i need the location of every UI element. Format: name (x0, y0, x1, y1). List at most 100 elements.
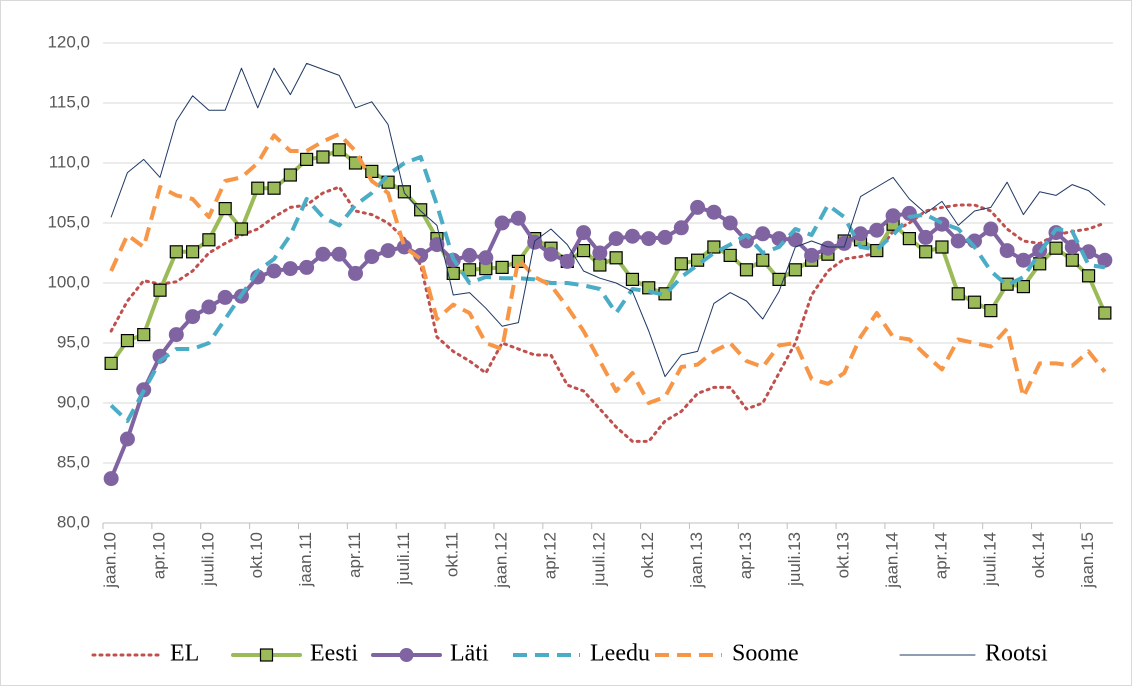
point-marker (755, 226, 771, 242)
x-tick-label: juuli.12 (589, 532, 608, 587)
point-marker (722, 215, 738, 231)
point-marker (624, 228, 640, 244)
point-marker (950, 233, 966, 249)
y-tick-label: 95,0 (57, 332, 90, 351)
series-line (110, 62, 1106, 378)
point-marker (935, 240, 949, 254)
point-marker (365, 164, 379, 178)
point-marker (283, 168, 297, 182)
point-marker (739, 263, 754, 277)
legend-marker (259, 648, 274, 662)
x-tick-label: jaan.13 (687, 532, 706, 589)
point-marker (559, 253, 575, 269)
point-marker (576, 244, 591, 258)
point-marker (120, 334, 135, 348)
point-marker (267, 181, 281, 195)
point-marker (185, 245, 200, 259)
point-marker (707, 240, 721, 254)
point-marker (984, 304, 998, 318)
point-marker (495, 260, 509, 274)
point-marker (869, 222, 885, 238)
series-line (109, 155, 1106, 423)
point-marker (396, 239, 412, 255)
x-tick-label: apr.13 (736, 532, 755, 579)
point-marker (918, 229, 934, 245)
point-marker (218, 202, 232, 216)
x-tick-label: okt.13 (834, 532, 853, 578)
y-tick-label: 100,0 (47, 272, 90, 291)
legend-label: EL (170, 641, 199, 667)
x-tick-label: apr.11 (345, 532, 364, 578)
point-marker (706, 204, 722, 220)
x-tick-label: okt.10 (247, 532, 266, 578)
x-tick-label: jaan.14 (883, 532, 902, 589)
point-marker (1065, 253, 1079, 267)
point-marker (462, 247, 478, 263)
x-tick-label: okt.14 (1029, 532, 1048, 578)
x-tick-label: juuli.13 (785, 532, 804, 587)
point-marker (364, 249, 380, 265)
x-tick-label: apr.14 (931, 532, 950, 579)
point-marker (543, 246, 559, 262)
legend-label: Eesti (310, 641, 358, 667)
legend-label: Leedu (590, 641, 650, 667)
point-marker (1016, 280, 1031, 294)
point-marker (119, 431, 135, 447)
point-marker (332, 143, 346, 157)
y-tick-label: 115,0 (49, 92, 90, 111)
point-marker (478, 250, 494, 266)
point-marker (300, 152, 314, 166)
point-marker (723, 248, 737, 262)
point-marker (625, 272, 640, 286)
point-marker (885, 208, 901, 224)
y-tick-label: 120,0 (47, 32, 90, 51)
legend-label: Rootsi (985, 641, 1048, 667)
point-marker (902, 232, 916, 246)
point-marker (1064, 239, 1080, 255)
point-marker (168, 327, 184, 343)
point-marker (1081, 269, 1096, 283)
point-marker (690, 199, 706, 215)
point-marker (673, 220, 689, 236)
y-tick-label: 110,0 (49, 152, 90, 171)
point-marker (756, 253, 770, 267)
point-marker (462, 263, 477, 277)
point-marker (788, 263, 802, 277)
point-marker (1049, 241, 1063, 255)
point-marker (1098, 306, 1112, 320)
point-marker (202, 233, 216, 247)
point-marker (592, 245, 608, 261)
point-marker (576, 225, 592, 241)
point-marker (104, 356, 118, 370)
point-marker (657, 229, 673, 245)
point-marker (266, 263, 282, 279)
point-marker (299, 259, 315, 275)
x-tick-label: jaan.12 (492, 532, 511, 589)
point-marker (641, 231, 657, 247)
point-marker (593, 258, 607, 272)
point-marker (804, 247, 820, 263)
point-marker (1015, 252, 1031, 268)
x-tick-label: juuli.11 (394, 532, 413, 586)
point-marker (103, 471, 119, 487)
point-marker (414, 203, 428, 217)
point-marker (201, 299, 217, 315)
point-marker (137, 328, 151, 342)
point-marker (348, 265, 363, 281)
point-marker (919, 245, 933, 259)
point-marker (185, 309, 201, 325)
x-tick-label: jaan.11 (296, 532, 315, 588)
point-marker (510, 210, 526, 226)
x-tick-label: juuli.14 (980, 532, 999, 587)
point-marker (494, 215, 510, 231)
x-tick-label: okt.11 (443, 532, 462, 577)
x-tick-label: jaan.10 (101, 532, 120, 589)
point-marker (331, 246, 347, 262)
x-tick-label: okt.12 (638, 532, 657, 578)
point-marker (609, 251, 623, 265)
point-marker (316, 150, 330, 164)
series-line (109, 185, 1107, 443)
point-marker (234, 222, 249, 236)
